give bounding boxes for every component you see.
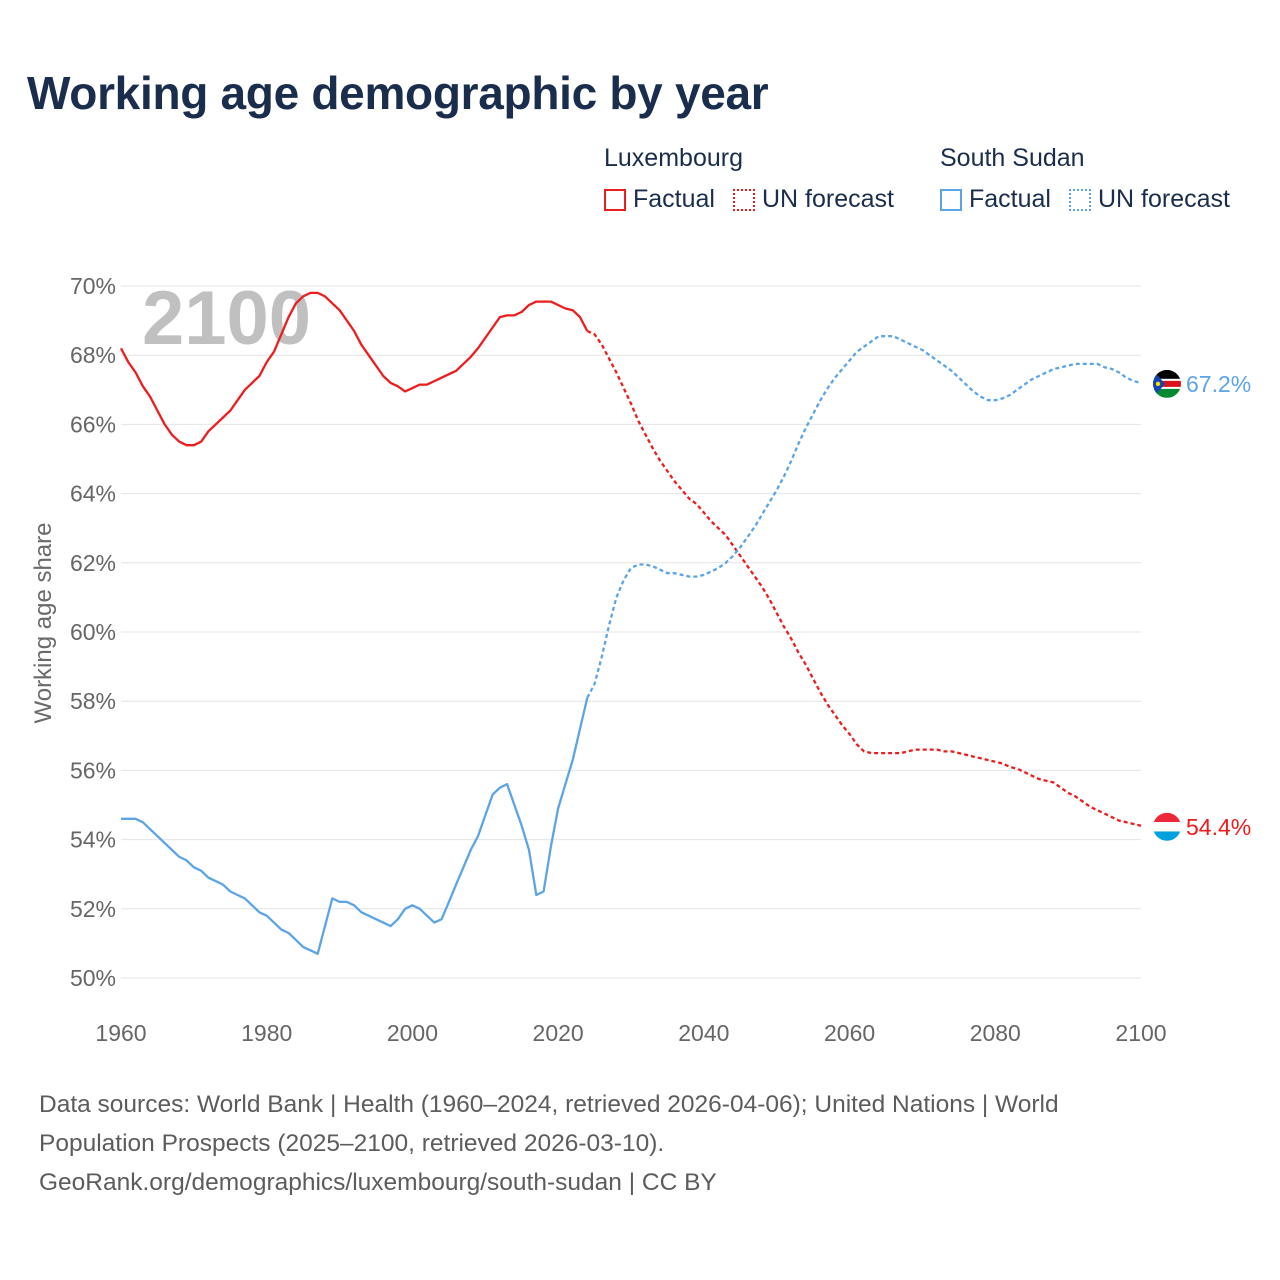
y-tick-label: 64% <box>70 481 116 507</box>
legend-label-luxembourg-factual: Factual <box>633 185 715 213</box>
luxembourg-forecast-line[interactable] <box>586 329 1142 827</box>
south-sudan-end-value: 67.2% <box>1186 371 1251 397</box>
legend-label-south-sudan-forecast: UN forecast <box>1097 185 1230 213</box>
x-axis: 1960 1980 2000 2020 2040 2060 2080 2100 <box>95 1020 1166 1046</box>
y-axis-title: Working age share <box>30 523 57 724</box>
legend-group-luxembourg: Luxembourg Factual UN forecast <box>604 144 894 214</box>
legend-swatch-luxembourg-forecast <box>732 188 755 211</box>
legend-label-luxembourg-forecast: UN forecast <box>761 185 894 213</box>
legend-group-south-sudan: South Sudan Factual UN forecast <box>940 144 1230 214</box>
x-tick-label: 2000 <box>387 1020 438 1046</box>
y-tick-label: 52% <box>70 896 116 922</box>
luxembourg-flag-icon <box>1153 812 1181 841</box>
x-tick-label: 2100 <box>1115 1020 1166 1046</box>
x-tick-label: 2080 <box>970 1020 1021 1046</box>
x-tick-label: 2040 <box>678 1020 729 1046</box>
gridlines <box>121 285 1141 979</box>
south-sudan-forecast-line[interactable] <box>586 335 1142 699</box>
footer-line-3[interactable]: GeoRank.org/demographics/luxembourg/sout… <box>39 1169 717 1196</box>
line-chart: 50%52%54%56%58%60%62%64%66%68%70% 1960 19… <box>30 273 1251 1046</box>
legend-country-south-sudan: South Sudan <box>940 144 1085 172</box>
south-sudan-factual-line[interactable] <box>121 697 589 955</box>
south-sudan-flag-icon <box>1153 369 1181 398</box>
luxembourg-factual-line[interactable] <box>119 291 589 447</box>
legend-item-luxembourg-forecast[interactable]: UN forecast <box>732 185 894 214</box>
footer-sources: Data sources: World Bank | Health (1960–… <box>39 1085 1239 1202</box>
legend-swatch-south-sudan-factual <box>940 188 962 211</box>
y-tick-label: 50% <box>70 965 116 991</box>
y-tick-label: 62% <box>70 550 116 576</box>
series-lines <box>119 291 1142 955</box>
y-tick-label: 56% <box>70 757 116 783</box>
x-tick-label: 2020 <box>533 1020 584 1046</box>
x-tick-label: 2060 <box>824 1020 875 1046</box>
y-tick-label: 60% <box>70 619 116 645</box>
chart-title: Working age demographic by year <box>27 67 769 119</box>
x-tick-label: 1980 <box>241 1020 292 1046</box>
y-tick-label: 66% <box>70 411 116 437</box>
legend-label-south-sudan-factual: Factual <box>969 185 1051 213</box>
luxembourg-end-value: 54.4% <box>1186 814 1251 840</box>
year-overlay: 2100 <box>142 276 311 361</box>
legend-item-south-sudan-factual[interactable]: Factual <box>940 185 1051 214</box>
legend-country-luxembourg: Luxembourg <box>604 144 743 172</box>
y-tick-label: 68% <box>70 342 116 368</box>
footer-line-2: Population Prospects (2025–2100, retriev… <box>39 1130 665 1157</box>
y-axis: 50% 52% 54% 56% 58% 60% 62% 64% 66% 68% 70% <box>70 273 116 991</box>
x-tick-label: 1960 <box>95 1020 146 1046</box>
y-tick-label: 54% <box>70 827 116 853</box>
y-tick-label: 58% <box>70 688 116 714</box>
footer-line-1: Data sources: World Bank | Health (1960–… <box>39 1091 1059 1118</box>
legend-item-south-sudan-forecast[interactable]: UN forecast <box>1068 185 1230 214</box>
legend-swatch-luxembourg-factual <box>604 188 626 211</box>
legend-swatch-south-sudan-forecast <box>1068 188 1091 211</box>
legend-item-luxembourg-factual[interactable]: Factual <box>604 185 715 214</box>
end-labels: 54.4% 67.2% <box>1153 369 1251 841</box>
y-tick-label: 70% <box>70 273 116 299</box>
